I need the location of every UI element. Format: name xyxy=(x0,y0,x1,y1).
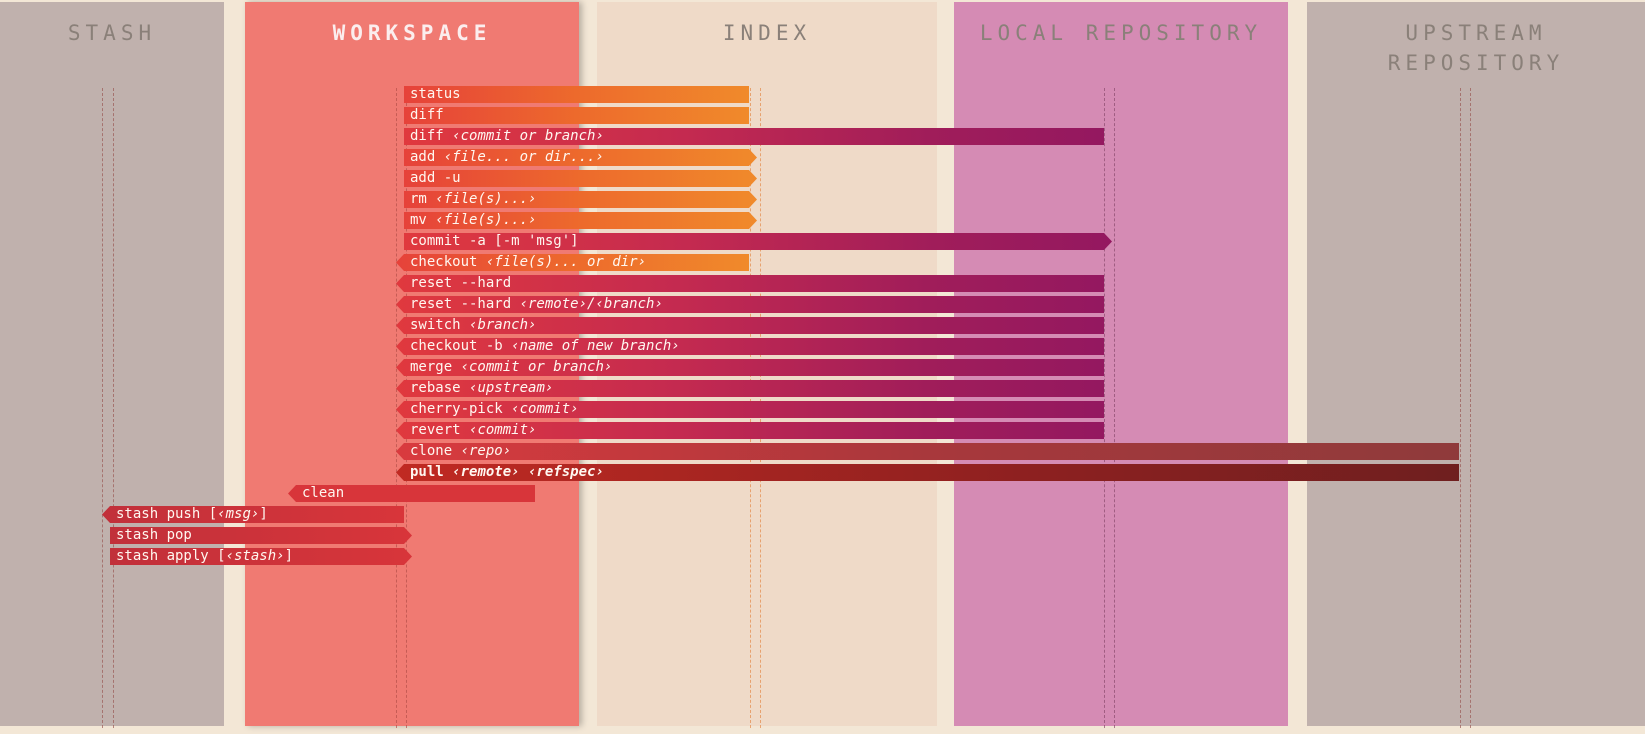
command-9: reset --hard xyxy=(396,275,1104,292)
command-name: commit -a [-m 'msg'] xyxy=(410,233,579,249)
guide-line-local xyxy=(1104,88,1105,728)
command-20: stash push [‹msg›] xyxy=(102,506,404,523)
command-argument: ‹commit› xyxy=(511,401,579,417)
command-name: reset --hard xyxy=(410,296,520,312)
guide-line-upstream xyxy=(1460,88,1461,728)
command-name: reset --hard xyxy=(410,275,512,291)
command-argument: ‹msg› xyxy=(217,506,260,522)
command-16: revert ‹commit› xyxy=(396,422,1104,439)
command-name: stash apply [ xyxy=(116,548,226,564)
command-name: checkout -b xyxy=(410,338,512,354)
command-17: clone ‹repo› xyxy=(396,443,1459,460)
command-argument: ‹file... or dir...› xyxy=(443,149,604,165)
command-10: reset --hard ‹remote›/‹branch› xyxy=(396,296,1104,313)
command-name: switch xyxy=(410,317,470,333)
command-argument: ‹repo› xyxy=(460,443,512,459)
command-name: stash pop xyxy=(116,527,192,543)
command-name: status xyxy=(410,86,461,102)
column-title-upstream: UPSTREAM REPOSITORY xyxy=(1387,21,1565,75)
command-2: diff ‹commit or branch› xyxy=(404,128,1104,145)
command-name: merge xyxy=(410,359,461,375)
command-argument: ‹name of new branch› xyxy=(511,338,680,354)
command-argument: ‹file(s)...› xyxy=(435,191,537,207)
guide-line-workspace xyxy=(396,88,397,728)
command-22: stash apply [‹stash›] xyxy=(110,548,412,565)
command-argument: ‹file(s)...› xyxy=(435,212,537,228)
guide-line-local xyxy=(1114,88,1115,728)
command-5: rm ‹file(s)...› xyxy=(404,191,757,208)
command-name: add xyxy=(410,149,444,165)
column-title-workspace: WORKSPACE xyxy=(332,21,492,45)
command-argument: ‹commit› xyxy=(469,422,537,438)
command-1: diff xyxy=(404,107,749,124)
column-title-local: LOCAL REPOSITORY xyxy=(979,21,1263,45)
guide-line-upstream xyxy=(1470,88,1471,728)
command-suffix: ] xyxy=(259,506,268,522)
guide-line-stash xyxy=(113,88,114,728)
column-stash: STASH xyxy=(0,2,224,726)
command-12: checkout -b ‹name of new branch› xyxy=(396,338,1104,355)
command-argument: ‹upstream› xyxy=(469,380,554,396)
command-19: clean xyxy=(288,485,535,502)
command-11: switch ‹branch› xyxy=(396,317,1104,334)
column-title-stash: STASH xyxy=(67,21,157,45)
command-name: pull xyxy=(410,464,453,480)
command-18: pull ‹remote› ‹refspec› xyxy=(396,464,1459,481)
command-name: rm xyxy=(410,191,436,207)
command-7: commit -a [-m 'msg'] xyxy=(404,233,1112,250)
column-upstream: UPSTREAM REPOSITORY xyxy=(1307,2,1645,726)
column-local: LOCAL REPOSITORY xyxy=(954,2,1288,726)
command-name: clean xyxy=(302,485,345,501)
column-title-index: INDEX xyxy=(722,21,812,45)
command-argument: ‹stash› xyxy=(225,548,285,564)
command-0: status xyxy=(404,86,749,103)
command-name: rebase xyxy=(410,380,470,396)
command-suffix: ] xyxy=(284,548,294,564)
command-name: stash push [ xyxy=(116,506,218,522)
command-argument: ‹remote› ‹refspec› xyxy=(452,464,604,480)
command-name: mv xyxy=(410,212,436,228)
command-argument: ‹remote›/‹branch› xyxy=(519,296,663,312)
command-name: revert xyxy=(410,422,470,438)
command-name: diff xyxy=(410,107,444,123)
command-4: add -u xyxy=(404,170,757,187)
command-13: merge ‹commit or branch› xyxy=(396,359,1104,376)
command-argument: ‹file(s)... or dir› xyxy=(485,254,647,270)
command-argument: ‹commit or branch› xyxy=(452,128,604,144)
command-15: cherry-pick ‹commit› xyxy=(396,401,1104,418)
command-argument: ‹branch› xyxy=(469,317,537,333)
command-name: checkout xyxy=(410,254,486,270)
command-21: stash pop xyxy=(110,527,412,544)
command-name: diff xyxy=(410,128,453,144)
command-6: mv ‹file(s)...› xyxy=(404,212,757,229)
command-argument: ‹commit or branch› xyxy=(460,359,613,375)
command-name: clone xyxy=(410,443,461,459)
command-3: add ‹file... or dir...› xyxy=(404,149,757,166)
guide-line-stash xyxy=(102,88,103,728)
command-8: checkout ‹file(s)... or dir› xyxy=(396,254,749,271)
command-name: add -u xyxy=(410,170,461,186)
command-name: cherry-pick xyxy=(410,401,512,417)
command-14: rebase ‹upstream› xyxy=(396,380,1104,397)
